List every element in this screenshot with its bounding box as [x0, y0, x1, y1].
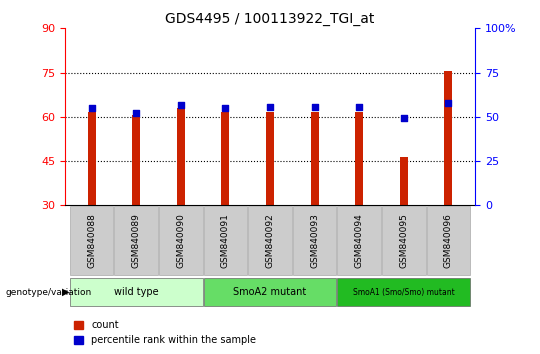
Bar: [310, 113, 319, 205]
Point: [266, 104, 274, 110]
Point: [177, 103, 185, 108]
Bar: [444, 71, 453, 205]
Point: [400, 115, 408, 120]
FancyBboxPatch shape: [248, 206, 292, 275]
Point: [444, 100, 453, 105]
Text: GSM840091: GSM840091: [221, 213, 230, 268]
FancyBboxPatch shape: [70, 278, 202, 306]
Point: [87, 105, 96, 111]
FancyBboxPatch shape: [114, 206, 158, 275]
Text: GSM840093: GSM840093: [310, 213, 319, 268]
Text: ▶: ▶: [62, 287, 70, 297]
FancyBboxPatch shape: [382, 206, 426, 275]
FancyBboxPatch shape: [159, 206, 202, 275]
Text: SmoA2 mutant: SmoA2 mutant: [233, 287, 307, 297]
Bar: [400, 156, 408, 205]
Text: GSM840089: GSM840089: [132, 213, 141, 268]
Text: wild type: wild type: [114, 287, 158, 297]
Point: [132, 110, 140, 116]
Bar: [355, 113, 363, 205]
Legend: count, percentile rank within the sample: count, percentile rank within the sample: [70, 316, 260, 349]
Text: GSM840094: GSM840094: [355, 213, 364, 268]
Text: SmoA1 (Smo/Smo) mutant: SmoA1 (Smo/Smo) mutant: [353, 287, 455, 297]
Title: GDS4495 / 100113922_TGI_at: GDS4495 / 100113922_TGI_at: [165, 12, 375, 26]
Text: GSM840095: GSM840095: [399, 213, 408, 268]
FancyBboxPatch shape: [293, 206, 336, 275]
Point: [221, 105, 230, 111]
Bar: [87, 113, 96, 205]
FancyBboxPatch shape: [204, 206, 247, 275]
FancyBboxPatch shape: [204, 278, 336, 306]
Point: [310, 104, 319, 110]
FancyBboxPatch shape: [427, 206, 470, 275]
Point: [355, 104, 363, 110]
FancyBboxPatch shape: [338, 206, 381, 275]
Bar: [177, 108, 185, 205]
Text: GSM840090: GSM840090: [176, 213, 185, 268]
Text: GSM840088: GSM840088: [87, 213, 96, 268]
Bar: [221, 113, 229, 205]
FancyBboxPatch shape: [338, 278, 470, 306]
Text: GSM840096: GSM840096: [444, 213, 453, 268]
Bar: [132, 115, 140, 205]
Bar: [266, 113, 274, 205]
Text: GSM840092: GSM840092: [266, 213, 274, 268]
FancyBboxPatch shape: [70, 206, 113, 275]
Text: genotype/variation: genotype/variation: [5, 287, 92, 297]
